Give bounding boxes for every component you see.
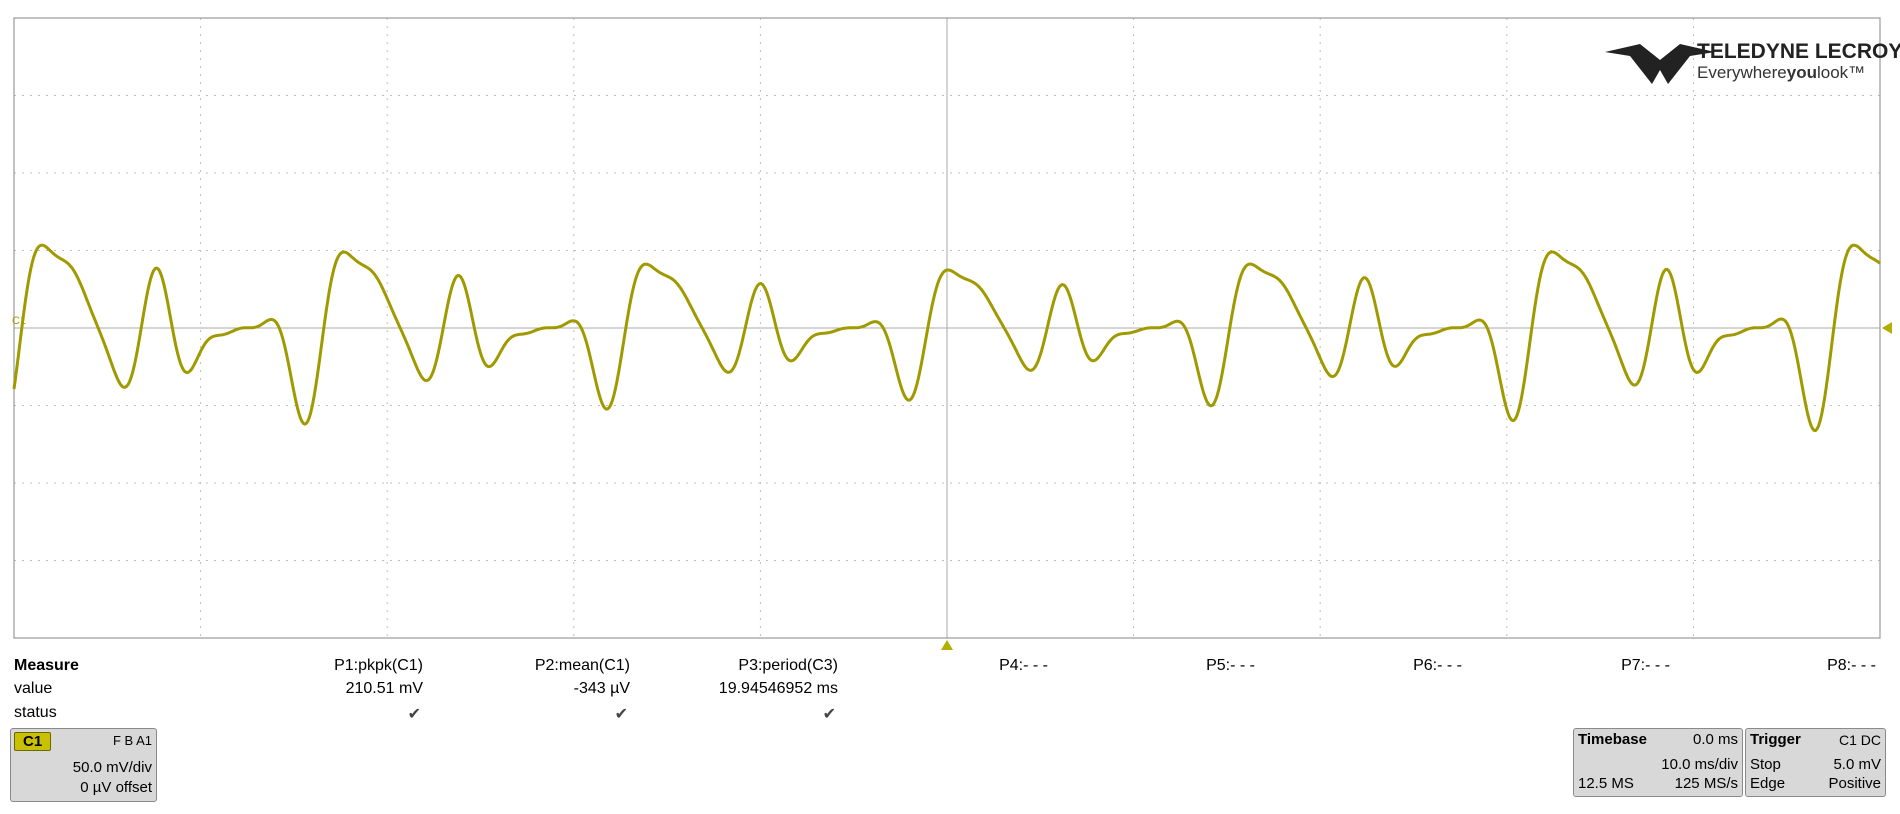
logo-tagline: Everywhereyoulook™ bbox=[1697, 63, 1865, 82]
trigger-slope: Positive bbox=[1828, 775, 1881, 792]
param-name: P5:- - - bbox=[1206, 657, 1255, 674]
measure-header: Measure bbox=[14, 657, 79, 674]
channel-offset: 0 µV offset bbox=[80, 779, 152, 796]
timebase-rate: 125 MS/s bbox=[1674, 775, 1738, 792]
trigger-level-marker bbox=[1882, 322, 1892, 334]
param-value: -343 µV bbox=[573, 680, 630, 697]
trigger-descriptor[interactable]: Trigger C1 DC Stop 5.0 mV Edge Positive bbox=[1745, 728, 1886, 797]
timebase-samples: 12.5 MS bbox=[1578, 775, 1634, 792]
value-row-label: value bbox=[14, 680, 53, 697]
plot-border bbox=[13, 17, 1881, 639]
channel-marker: C1 bbox=[12, 315, 26, 327]
trigger-type: Edge bbox=[1750, 775, 1786, 792]
trigger-label: Trigger bbox=[1750, 731, 1801, 748]
waveform-trace bbox=[12, 243, 1881, 433]
logo: TELEDYNE LECROY Everywhereyoulook™ bbox=[1605, 40, 1900, 84]
graticule bbox=[14, 18, 1880, 638]
param-status: ✔ bbox=[822, 706, 836, 723]
channel-scale: 50.0 mV/div bbox=[72, 759, 152, 776]
timebase-descriptor[interactable]: Timebase 0.0 ms 10.0 ms/div 12.5 MS 125 … bbox=[1573, 728, 1743, 797]
param-name: P3:period(C3) bbox=[738, 657, 838, 674]
trigger-level: 5.0 mV bbox=[1833, 756, 1881, 773]
logo-brand: TELEDYNE LECROY bbox=[1697, 40, 1900, 63]
param-name: P8:- - - bbox=[1827, 657, 1876, 674]
trigger-mode: Stop bbox=[1750, 756, 1781, 773]
param-status: ✔ bbox=[407, 706, 421, 723]
timebase-scale: 10.0 ms/div bbox=[1661, 756, 1738, 773]
param-status: ✔ bbox=[614, 706, 628, 723]
param-name: P6:- - - bbox=[1413, 657, 1462, 674]
channel-flags: F B A1 bbox=[112, 733, 152, 748]
status-row-label: status bbox=[14, 704, 57, 721]
channel-descriptor[interactable]: C1 F B A1 50.0 mV/div 0 µV offset bbox=[10, 728, 157, 802]
timebase-label: Timebase bbox=[1578, 731, 1647, 748]
timebase-delay: 0.0 ms bbox=[1692, 731, 1738, 748]
param-name: P1:pkpk(C1) bbox=[334, 657, 423, 674]
trigger-source: C1 DC bbox=[1838, 732, 1881, 748]
trigger-time-marker bbox=[941, 640, 953, 650]
param-name: P4:- - - bbox=[999, 657, 1048, 674]
channel-label: C1 bbox=[14, 732, 52, 751]
waveform-display: C1 TELEDYNE LECROY Everywhereyoulook™ bbox=[12, 17, 1900, 650]
param-name: P2:mean(C1) bbox=[534, 657, 630, 674]
param-value: 19.94546952 ms bbox=[718, 680, 838, 697]
param-value: 210.51 mV bbox=[345, 680, 423, 697]
param-name: P7:- - - bbox=[1621, 657, 1670, 674]
